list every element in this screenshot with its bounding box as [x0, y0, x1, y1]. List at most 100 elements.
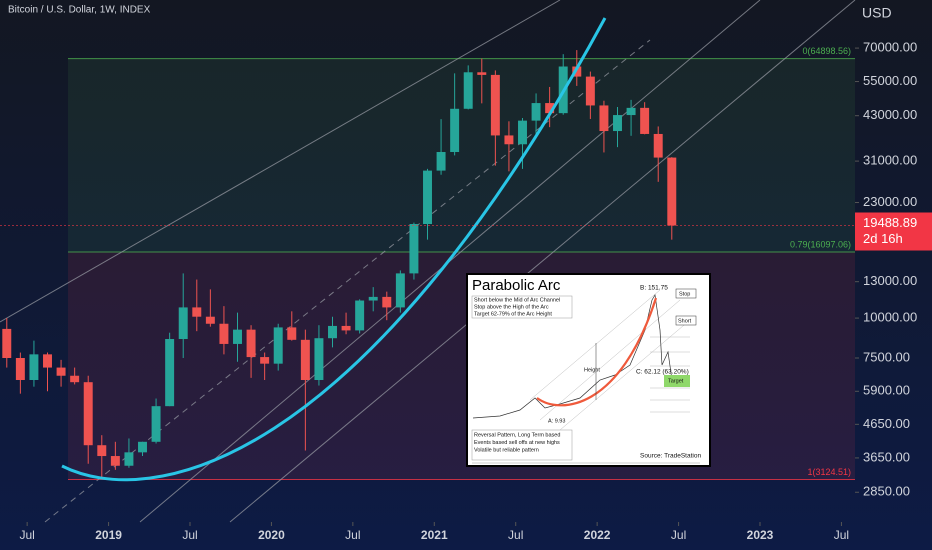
candle-body	[572, 66, 582, 77]
x-tick-label: 2021	[421, 528, 448, 542]
candle-body	[463, 72, 473, 109]
candle-body	[43, 354, 52, 368]
candle-body	[667, 157, 677, 226]
chart-title: Bitcoin / U.S. Dollar, 1W, INDEX	[8, 5, 151, 16]
candle-body	[423, 170, 432, 225]
x-tick-label: Jul	[345, 528, 360, 542]
candle-body	[599, 105, 609, 132]
inset-note: Volatile but reliable pattern	[474, 447, 539, 453]
candle-body	[545, 103, 555, 114]
x-tick-label: 2019	[95, 528, 122, 542]
candle-body	[29, 354, 39, 381]
candle-body	[613, 115, 622, 132]
x-tick-label: Jul	[508, 528, 523, 542]
inset-rule: Target 62-79% of the Arc Height	[474, 311, 552, 317]
candle-body	[653, 133, 663, 158]
x-tick-label: 2020	[258, 528, 285, 542]
candle-body	[56, 367, 66, 376]
candle-body	[585, 76, 595, 106]
candle-body	[205, 316, 215, 324]
parabolic-arc	[61, 17, 607, 482]
x-tick-label: 2023	[747, 528, 774, 542]
candle-body	[138, 441, 147, 453]
currency-label: USD	[862, 5, 892, 21]
candle-body	[531, 103, 541, 121]
y-tick-label: 31000.00	[863, 153, 917, 168]
candle-body	[83, 382, 93, 446]
candle-body	[300, 339, 310, 381]
candle-body	[165, 339, 175, 407]
candle-body	[477, 72, 487, 75]
candle-body	[328, 325, 337, 339]
candle-body	[219, 323, 229, 344]
candle-body	[436, 152, 446, 171]
y-tick-label: 55000.00	[863, 73, 917, 88]
fib-zone	[68, 252, 855, 480]
inset-label: Stop	[679, 291, 690, 297]
candle-body	[233, 329, 242, 344]
candle-body	[178, 307, 188, 340]
fib-label: 0(64898.56)	[802, 46, 851, 56]
candle-body	[314, 338, 324, 381]
y-tick-label: 3650.00	[863, 449, 910, 464]
x-tick-label: Jul	[834, 528, 849, 542]
inset-label: Short	[678, 318, 692, 324]
candle-body	[260, 357, 270, 364]
y-tick-label: 10000.00	[863, 310, 917, 325]
candle-body	[2, 328, 12, 359]
candle-body	[395, 273, 405, 308]
y-tick-label: 13000.00	[863, 273, 917, 288]
y-tick-label: 2850.00	[863, 484, 910, 499]
inset-label: Height	[584, 367, 600, 373]
countdown-label: 2d 16h	[863, 231, 903, 246]
inset-label: A: 9.93	[548, 418, 565, 424]
inset-note: Events based sell offs at new highs	[474, 440, 560, 446]
inset-image	[466, 273, 711, 467]
fib-zone	[68, 58, 855, 253]
candle-body	[124, 452, 134, 466]
x-tick-label: Jul	[19, 528, 34, 542]
inset-note: Reversal Pattern, Long Term based	[474, 432, 560, 438]
inset-rule: Short below the Mid of Arc Channel	[474, 297, 560, 303]
y-tick-label: 43000.00	[863, 107, 917, 122]
x-tick-label: Jul	[182, 528, 197, 542]
y-tick-label: 5900.00	[863, 383, 910, 398]
candle-body	[368, 296, 378, 301]
fib-label: 1(3124.51)	[807, 467, 851, 477]
inset-label: Source: TradeStation	[640, 453, 701, 460]
candle-body	[409, 224, 419, 274]
y-tick-label: 70000.00	[863, 40, 917, 55]
candle-body	[504, 135, 514, 145]
inset-label: B: 151.75	[640, 285, 668, 292]
candle-body	[518, 120, 527, 145]
candle-body	[246, 329, 256, 358]
inset-label: C: 62.12 (63.20%)	[636, 369, 689, 376]
candle-body	[626, 107, 636, 116]
candle-body	[110, 456, 120, 466]
inset-rule: Stop above the High of the Arc	[474, 304, 549, 310]
last-price-box	[855, 212, 932, 251]
candle-body	[273, 327, 283, 364]
candle-body	[15, 358, 25, 381]
candle-body	[287, 327, 297, 340]
candle-body	[382, 296, 392, 308]
fib-label: 0.79(16097.06)	[790, 239, 851, 249]
candle-body	[490, 74, 500, 136]
candle-body	[97, 445, 107, 457]
inset-label: Target	[668, 378, 684, 384]
candle-body	[192, 307, 202, 317]
y-tick-label: 23000.00	[863, 194, 917, 209]
y-tick-label: 7500.00	[863, 349, 910, 364]
inset-title: Parabolic Arc	[472, 277, 561, 294]
candle-body	[355, 300, 365, 331]
y-tick-label: 4650.00	[863, 416, 910, 431]
candle-body	[450, 108, 460, 153]
candle-body	[341, 325, 351, 331]
x-tick-label: Jul	[671, 528, 686, 542]
candle-body	[640, 107, 650, 134]
candle-body	[151, 406, 161, 442]
x-tick-label: 2022	[584, 528, 611, 542]
candle-body	[70, 375, 80, 383]
